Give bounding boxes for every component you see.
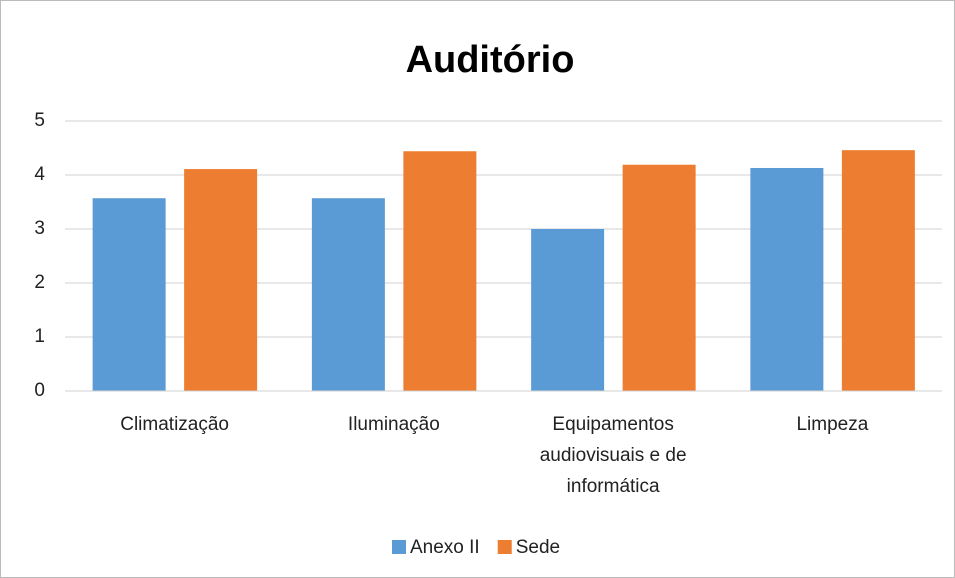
legend-swatch [497, 540, 512, 554]
y-tick-label: 1 [34, 326, 45, 347]
bar [841, 150, 915, 391]
x-tick-label: Equipamentos audiovisuais e de informática [540, 414, 687, 497]
bar [750, 167, 824, 391]
bar [184, 169, 258, 391]
y-tick-label: 4 [34, 164, 45, 185]
legend-label: Anexo II [410, 537, 480, 558]
y-tick-label: 0 [34, 380, 45, 401]
bar [92, 198, 166, 391]
y-tick-label: 5 [34, 110, 45, 131]
bar [403, 151, 477, 391]
y-tick-label: 2 [34, 272, 45, 293]
bar [311, 198, 385, 391]
y-tick-label: 3 [34, 218, 45, 239]
x-tick-label: Limpeza [796, 414, 868, 435]
legend-swatch [392, 540, 406, 554]
bar [622, 164, 696, 391]
bar [531, 229, 605, 391]
x-tick-label: Iluminação [348, 414, 440, 435]
x-tick-label: Climatização [120, 414, 229, 435]
chart-title: Auditório [406, 39, 575, 81]
legend-label: Sede [516, 537, 560, 558]
